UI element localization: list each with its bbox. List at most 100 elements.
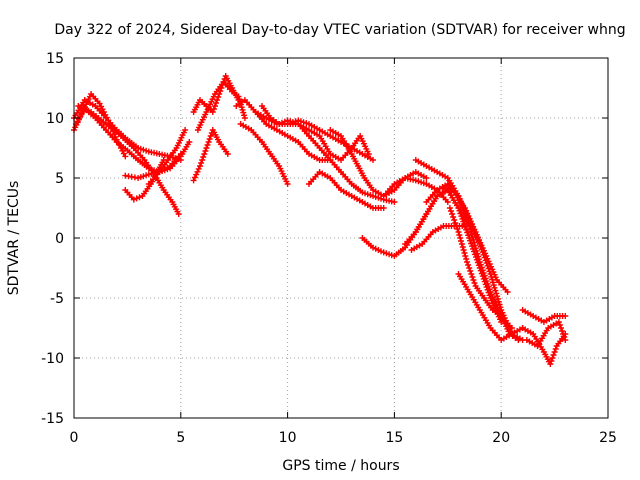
data-point bbox=[459, 244, 466, 250]
data-point bbox=[190, 177, 197, 184]
data-point bbox=[463, 256, 470, 262]
data-point bbox=[140, 173, 147, 180]
y-tick-label: 0 bbox=[55, 231, 64, 247]
chart-title: Day 322 of 2024, Sidereal Day-to-day VTE… bbox=[54, 22, 625, 38]
data-point bbox=[452, 220, 459, 226]
data-point bbox=[423, 175, 430, 181]
data-point bbox=[380, 205, 387, 211]
data-point bbox=[238, 104, 245, 111]
data-point bbox=[186, 139, 193, 145]
data-point bbox=[449, 211, 456, 217]
data-point bbox=[551, 349, 558, 355]
data-point bbox=[468, 271, 475, 277]
x-tick-label: 25 bbox=[599, 430, 617, 446]
data-point bbox=[558, 325, 564, 331]
data-point bbox=[370, 157, 376, 163]
data-point bbox=[444, 199, 451, 205]
y-tick-labels: 15 10 5 0 -5 -10 -15 bbox=[41, 51, 64, 427]
data-point bbox=[459, 215, 466, 222]
data-point bbox=[469, 274, 476, 280]
data-point bbox=[562, 313, 569, 319]
data-point bbox=[470, 277, 477, 283]
data-point bbox=[471, 242, 478, 249]
data-point bbox=[492, 287, 499, 294]
data-point bbox=[391, 199, 398, 205]
data-point bbox=[560, 331, 567, 337]
data-point bbox=[130, 196, 137, 203]
data-point bbox=[206, 136, 213, 142]
data-point bbox=[485, 283, 492, 290]
data-point bbox=[471, 239, 478, 246]
data-point bbox=[508, 325, 515, 331]
data-point bbox=[549, 355, 556, 361]
data-point bbox=[199, 157, 206, 163]
data-point bbox=[276, 121, 283, 127]
data-point bbox=[495, 298, 502, 305]
data-point bbox=[481, 272, 488, 279]
data-point bbox=[464, 229, 471, 236]
data-point bbox=[455, 229, 462, 235]
data-point bbox=[453, 223, 460, 229]
data-point bbox=[465, 262, 472, 268]
data-point bbox=[133, 195, 140, 202]
data-point bbox=[468, 231, 475, 238]
data-point bbox=[467, 268, 474, 274]
data-point bbox=[446, 205, 453, 211]
y-tick-label: -5 bbox=[50, 291, 64, 307]
data-point bbox=[164, 166, 171, 173]
y-tick-label: 10 bbox=[46, 111, 64, 127]
x-tick-label: 5 bbox=[176, 430, 185, 446]
data-point bbox=[470, 236, 477, 243]
data-point bbox=[202, 148, 209, 154]
data-point bbox=[205, 139, 212, 145]
data-point bbox=[458, 238, 464, 244]
data-point bbox=[490, 279, 496, 286]
data-point bbox=[200, 154, 207, 160]
data-point bbox=[504, 289, 511, 295]
x-tick-label: 20 bbox=[492, 430, 510, 446]
data-point bbox=[201, 151, 208, 157]
x-tick-label: 10 bbox=[279, 430, 297, 446]
data-point bbox=[140, 146, 147, 153]
data-point bbox=[561, 334, 568, 340]
data-point bbox=[136, 194, 143, 201]
data-point bbox=[559, 328, 566, 334]
y-tick-label: 5 bbox=[55, 171, 64, 187]
data-point bbox=[203, 145, 210, 151]
data-point bbox=[451, 217, 458, 223]
data-point bbox=[462, 253, 469, 259]
data-point bbox=[491, 284, 498, 291]
data-point bbox=[497, 304, 504, 311]
data-point bbox=[471, 280, 478, 286]
data-point bbox=[241, 115, 248, 121]
data-point bbox=[212, 103, 218, 109]
data-point bbox=[209, 109, 216, 115]
data-point bbox=[198, 160, 205, 166]
y-axis-label: SDTVAR / TECUs bbox=[6, 181, 22, 296]
data-point bbox=[460, 247, 467, 253]
y-tick-label: -15 bbox=[41, 411, 64, 427]
data-point bbox=[476, 256, 482, 263]
data-point bbox=[473, 247, 480, 254]
data-point bbox=[456, 232, 463, 238]
data-point bbox=[550, 352, 557, 358]
data-point bbox=[175, 211, 182, 217]
data-point bbox=[467, 237, 474, 244]
data-point bbox=[457, 235, 464, 241]
data-point bbox=[284, 181, 291, 187]
data-point bbox=[464, 259, 470, 265]
data-point bbox=[448, 208, 454, 214]
data-point bbox=[458, 241, 465, 247]
data-point bbox=[466, 265, 473, 271]
data-point bbox=[450, 214, 457, 220]
x-tick-label: 15 bbox=[385, 430, 403, 446]
x-tick-label: 0 bbox=[70, 430, 79, 446]
data-point bbox=[562, 337, 569, 343]
ticks bbox=[73, 57, 609, 419]
data-point bbox=[213, 100, 219, 106]
data-point bbox=[477, 261, 484, 268]
data-point bbox=[456, 207, 463, 214]
data-point bbox=[552, 346, 559, 352]
data-point bbox=[460, 218, 467, 225]
